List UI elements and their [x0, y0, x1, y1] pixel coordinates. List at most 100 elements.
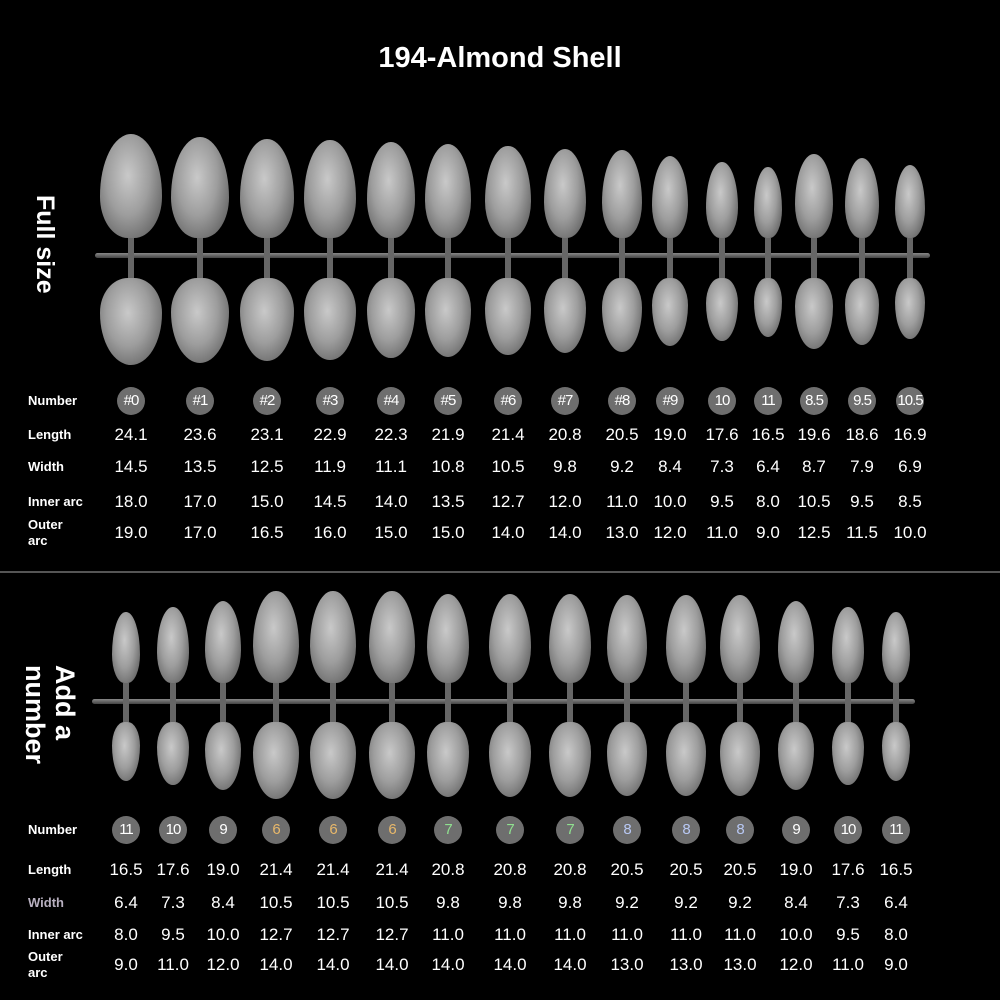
nail-stem — [128, 238, 134, 278]
length-value: 16.5 — [879, 860, 913, 879]
inner-value: 14.5 — [313, 492, 347, 511]
nail-tip-upper — [485, 145, 531, 238]
nail-tip-upper — [720, 594, 760, 683]
size-number-badge: 10 — [159, 816, 187, 844]
nail-tip-lower — [424, 278, 472, 357]
nail-stem — [859, 238, 865, 278]
size-number-badge: #8 — [608, 387, 636, 415]
inner-value: 8.0 — [114, 925, 138, 944]
nail-rail — [92, 699, 915, 704]
outer-value: 14.0 — [375, 955, 409, 974]
inner-value: 9.5 — [710, 492, 734, 511]
size-number-badge: 10 — [834, 816, 862, 844]
size-number-badge: 8 — [672, 816, 700, 844]
outer-value: 17.0 — [183, 523, 217, 542]
nail-stem — [505, 238, 511, 278]
width-value: 6.9 — [898, 457, 922, 476]
nail-tip-lower — [426, 722, 470, 797]
inner-value: 15.0 — [250, 492, 284, 511]
width-value: 8.4 — [784, 893, 808, 912]
outer-value: 9.0 — [884, 955, 908, 974]
nail-stem — [123, 683, 129, 722]
size-number-badge: #2 — [253, 387, 281, 415]
width-value: 10.5 — [491, 457, 525, 476]
nail-tip-upper — [240, 138, 294, 238]
nail-tip-lower — [845, 278, 879, 345]
inner-value: 8.0 — [756, 492, 780, 511]
nail-tip-lower — [99, 278, 163, 365]
length-value: 17.6 — [156, 860, 190, 879]
nail-tip-lower — [170, 278, 230, 363]
outer-value: 12.5 — [797, 523, 831, 542]
inner-value: 10.0 — [206, 925, 240, 944]
nail-stem — [445, 238, 451, 278]
width-value: 9.2 — [615, 893, 639, 912]
nail-tip-upper — [602, 149, 642, 238]
nail-stem — [811, 238, 817, 278]
inner-value: 8.0 — [884, 925, 908, 944]
outer-value: 19.0 — [114, 523, 148, 542]
nail-tip-upper — [666, 594, 706, 683]
size-number-badge: 7 — [556, 816, 584, 844]
width-value: 10.5 — [316, 893, 350, 912]
width-value: 9.2 — [610, 457, 634, 476]
nail-tip-upper — [204, 601, 242, 683]
nail-tip-lower — [112, 722, 140, 782]
inner-value: 17.0 — [183, 492, 217, 511]
length-value: 24.1 — [114, 425, 148, 444]
nail-tip-upper — [795, 153, 833, 238]
nail-rail — [95, 253, 930, 258]
outer-value: 11.0 — [706, 523, 738, 542]
nail-tip-upper — [777, 601, 815, 683]
section-divider — [0, 571, 1000, 573]
outer-value: 11.5 — [846, 523, 878, 542]
size-number-badge: 8.5 — [800, 387, 828, 415]
width-value: 7.3 — [710, 457, 734, 476]
row-label-outer: Outer arc — [28, 517, 63, 548]
outer-value: 15.0 — [374, 523, 408, 542]
outer-value: 13.0 — [669, 955, 703, 974]
nail-stem — [737, 683, 743, 722]
width-value: 8.7 — [802, 457, 826, 476]
size-number-badge: 10.5 — [896, 387, 924, 415]
size-number-badge: 9 — [209, 816, 237, 844]
length-value: 23.6 — [183, 425, 217, 444]
length-value: 21.9 — [431, 425, 465, 444]
length-value: 17.6 — [831, 860, 865, 879]
width-value: 6.4 — [114, 893, 138, 912]
inner-value: 11.0 — [554, 925, 586, 944]
inner-value: 10.5 — [797, 492, 831, 511]
width-value: 11.1 — [375, 457, 407, 476]
nail-tip-upper — [367, 142, 415, 238]
outer-value: 10.0 — [893, 523, 927, 542]
inner-value: 11.0 — [432, 925, 464, 944]
size-number-badge: 8 — [613, 816, 641, 844]
nail-tip-lower — [543, 278, 587, 353]
nail-tip-upper — [882, 612, 910, 683]
width-value: 9.8 — [558, 893, 582, 912]
size-number-badge: #6 — [494, 387, 522, 415]
nail-tip-lower — [651, 278, 689, 347]
nail-tip-upper — [706, 162, 738, 238]
width-value: 6.4 — [884, 893, 908, 912]
nail-tip-lower — [832, 722, 864, 786]
nail-tip-upper — [426, 593, 470, 683]
nail-tip-upper — [651, 156, 689, 238]
outer-value: 14.0 — [491, 523, 525, 542]
outer-value: 14.0 — [548, 523, 582, 542]
nail-tip-lower — [548, 722, 592, 797]
inner-value: 11.0 — [724, 925, 756, 944]
inner-value: 11.0 — [611, 925, 643, 944]
nail-stem — [327, 238, 333, 278]
width-value: 10.5 — [375, 893, 409, 912]
nail-tip-lower — [607, 722, 647, 796]
nail-tip-upper — [170, 136, 230, 238]
row-label-outer: Outer arc — [28, 949, 63, 980]
inner-value: 9.5 — [850, 492, 874, 511]
outer-value: 12.0 — [779, 955, 813, 974]
nail-tip-lower — [304, 278, 356, 361]
nail-stem — [619, 238, 625, 278]
nail-tip-lower — [706, 278, 738, 342]
nail-stem — [445, 683, 451, 722]
size-number-badge: 6 — [319, 816, 347, 844]
